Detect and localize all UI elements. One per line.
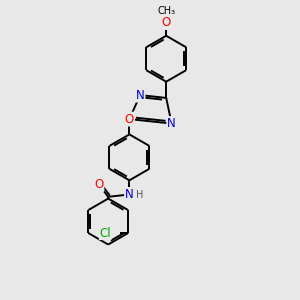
Text: O: O — [125, 112, 134, 126]
Text: CH₃: CH₃ — [157, 6, 175, 16]
Text: H: H — [136, 190, 143, 200]
Text: O: O — [94, 178, 104, 191]
Text: O: O — [162, 16, 171, 29]
Text: O: O — [162, 16, 171, 29]
Text: N: N — [136, 88, 145, 102]
Text: N: N — [167, 117, 176, 130]
Text: CH₃: CH₃ — [157, 6, 175, 16]
Text: N: N — [125, 188, 134, 201]
Text: Cl: Cl — [99, 226, 111, 239]
